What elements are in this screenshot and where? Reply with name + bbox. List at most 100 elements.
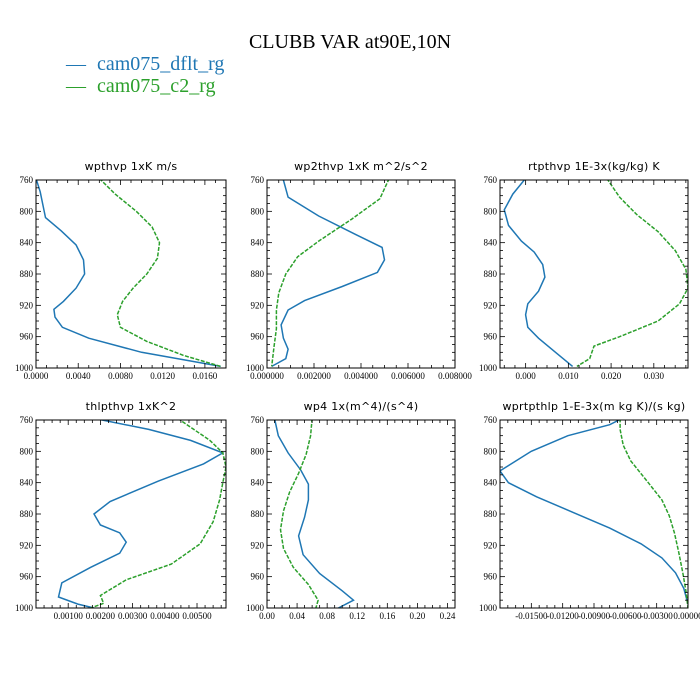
y-tick-label: 920 <box>20 540 34 550</box>
panel-title: wp4 1x(m^4)/(s^4) <box>304 400 419 413</box>
series-line-dflt <box>274 420 355 608</box>
panel-5: wp4 1x(m^4)/(s^4)76080084088092096010000… <box>246 400 456 621</box>
series-line-c2 <box>270 180 390 367</box>
y-tick-label: 800 <box>251 446 265 456</box>
panel-title: rtpthvp 1E-3x(kg/kg) K <box>528 160 660 173</box>
x-tick-label: 0.00500 <box>182 611 212 621</box>
panel-4: thlpthvp 1xK^2 760 800 840 880 920 960 1000 0.00… <box>15 400 227 621</box>
y-tick-label: 920 <box>20 300 34 310</box>
plot-frame <box>35 419 227 609</box>
y-tick-label: 800 <box>251 206 265 216</box>
x-tick-label: 0.12 <box>349 611 365 621</box>
panel-2: wp2thvp 1xK m^2/s^2 760 800 840 880 920 960 100… <box>246 160 472 381</box>
x-tick-label: -0.00600 <box>609 611 642 621</box>
x-tick-label: 0.000 <box>516 371 537 381</box>
series-line-c2 <box>576 180 688 368</box>
y-tick-label: 880 <box>251 509 265 519</box>
series-line-dflt <box>57 420 225 608</box>
x-tick-label: 0.0040 <box>66 371 91 381</box>
x-tick-label: 0.030 <box>644 371 665 381</box>
legend-symbol-dflt: — <box>65 53 87 75</box>
y-tick-label: 760 <box>20 415 34 425</box>
x-tick-label: -0.00900 <box>578 611 611 621</box>
plot-frame <box>499 179 689 369</box>
panel-3: rtpthvp 1E-3x(kg/kg) K 760 800 840 880 920 960… <box>479 160 689 381</box>
y-tick-label: 1000 <box>15 603 34 613</box>
y-tick-label: 840 <box>484 238 498 248</box>
x-tick-label: 0.0120 <box>150 371 175 381</box>
y-tick-label: 1000 <box>479 363 498 373</box>
x-tick-label: 0.010 <box>558 371 579 381</box>
panels: wpthvp 1xK m/s76080084088092096010000.00… <box>15 160 700 621</box>
y-tick-label: 840 <box>251 238 265 248</box>
y-tick-label: 800 <box>484 206 498 216</box>
y-tick-label: 960 <box>20 332 34 342</box>
x-tick-label: 0.0080 <box>108 371 133 381</box>
x-tick-label: 0.0160 <box>193 371 218 381</box>
plot-frame <box>266 179 456 369</box>
x-tick-label: 0.020 <box>601 371 622 381</box>
y-tick-label: 920 <box>484 540 498 550</box>
x-tick-label: 0.006000 <box>391 371 425 381</box>
y-tick-label: 800 <box>20 206 34 216</box>
legend-entry-dflt: — cam075_dflt_rg <box>65 53 224 75</box>
x-tick-label: 0.00000 <box>673 611 700 621</box>
y-tick-label: 800 <box>20 446 34 456</box>
series-line-c2 <box>99 180 221 368</box>
y-tick-label: 880 <box>20 269 34 279</box>
y-tick-label: 760 <box>20 175 34 185</box>
panel-6: wprtpthlp 1-E-3x(m kg K)/(s kg) 760 800 840… <box>479 400 700 621</box>
legend-label-dflt: cam075_dflt_rg <box>97 53 224 75</box>
series-line-c2 <box>279 420 319 608</box>
x-tick-label: 0.24 <box>440 611 456 621</box>
y-tick-label: 960 <box>251 572 265 582</box>
x-tick-label: 0.00300 <box>118 611 148 621</box>
y-tick-label: 760 <box>484 175 498 185</box>
figure-title: CLUBB VAR at90E,10N <box>249 31 451 53</box>
legend-label-c2: cam075_c2_rg <box>97 75 216 97</box>
x-tick-label: 0.08 <box>319 611 335 621</box>
y-tick-label: 1000 <box>479 603 498 613</box>
x-tick-label: 0.002000 <box>297 371 331 381</box>
y-tick-label: 960 <box>484 572 498 582</box>
y-tick-label: 1000 <box>246 603 265 613</box>
x-tick-label: 0.04 <box>289 611 305 621</box>
y-tick-label: 840 <box>484 478 498 488</box>
x-tick-label: 0.000000 <box>250 371 284 381</box>
series-line-c2 <box>619 420 688 608</box>
y-tick-label: 920 <box>251 300 265 310</box>
plot-frame <box>266 419 456 609</box>
x-tick-label: 0.008000 <box>438 371 472 381</box>
series-line-dflt <box>503 180 574 367</box>
y-tick-label: 800 <box>484 446 498 456</box>
panel-1: wpthvp 1xK m/s76080084088092096010000.00… <box>15 160 227 381</box>
y-tick-label: 880 <box>484 269 498 279</box>
panel-title: wp2thvp 1xK m^2/s^2 <box>294 160 428 173</box>
y-tick-label: 1000 <box>15 363 34 373</box>
y-tick-label: 920 <box>251 540 265 550</box>
x-tick-label: 0.0000 <box>24 371 49 381</box>
x-tick-label: -0.01500 <box>515 611 548 621</box>
series-line-c2 <box>90 420 226 608</box>
x-tick-label: 0.16 <box>379 611 395 621</box>
panel-title: wprtpthlp 1-E-3x(m kg K)/(s kg) <box>502 400 685 413</box>
y-tick-label: 960 <box>251 332 265 342</box>
series-line-dflt <box>500 420 688 605</box>
x-tick-label: -0.01200 <box>547 611 580 621</box>
x-tick-label: 0.00100 <box>54 611 84 621</box>
y-tick-label: 880 <box>251 269 265 279</box>
plot-frame <box>499 419 689 609</box>
x-tick-label: 0.004000 <box>344 371 378 381</box>
y-tick-label: 880 <box>20 509 34 519</box>
x-tick-label: -0.00300 <box>641 611 674 621</box>
y-tick-label: 840 <box>20 478 34 488</box>
y-tick-label: 840 <box>20 238 34 248</box>
plot-frame <box>35 179 227 369</box>
panel-title: wpthvp 1xK m/s <box>85 160 178 173</box>
y-tick-label: 760 <box>251 175 265 185</box>
series-line-dflt <box>36 180 221 368</box>
legend-symbol-c2: — <box>65 75 87 97</box>
y-tick-label: 960 <box>20 572 34 582</box>
panel-title: thlpthvp 1xK^2 <box>86 400 177 413</box>
